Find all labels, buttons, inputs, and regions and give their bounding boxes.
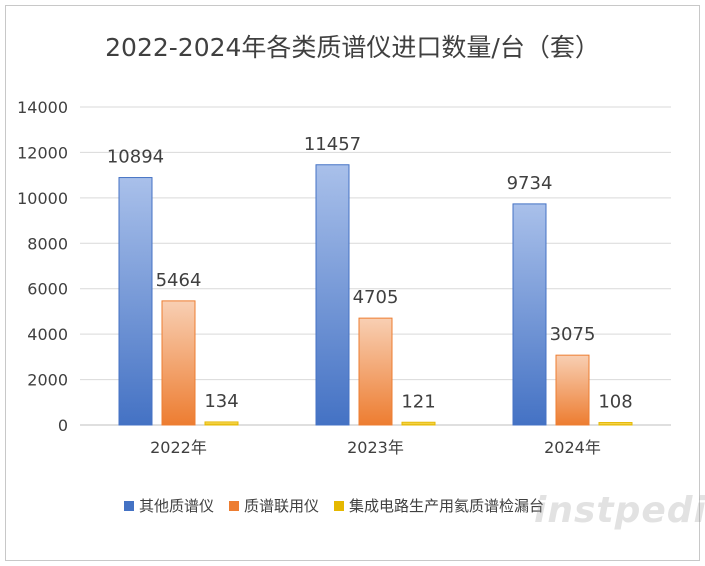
bar	[315, 164, 350, 426]
y-tick-label: 14000	[17, 98, 68, 117]
y-tick-label: 10000	[17, 189, 68, 208]
bar	[512, 203, 547, 426]
bar	[204, 421, 239, 426]
data-label: 9734	[507, 173, 553, 194]
y-tick-label: 2000	[27, 371, 68, 390]
watermark-logo: instpedia	[534, 490, 705, 531]
data-label: 108	[598, 392, 632, 413]
chart-title: 2022-2024年各类质谱仪进口数量/台（套）	[105, 33, 600, 62]
x-tick-label: 2022年	[150, 438, 207, 457]
y-tick-label: 8000	[27, 234, 68, 253]
data-label: 10894	[107, 147, 164, 168]
legend-swatch	[124, 501, 134, 511]
bar	[555, 354, 590, 426]
data-label: 134	[204, 391, 238, 412]
y-tick-label: 6000	[27, 280, 68, 299]
bar	[118, 177, 153, 426]
data-label: 3075	[550, 324, 596, 345]
legend-label: 质谱联用仪	[244, 497, 319, 515]
y-tick-label: 4000	[27, 325, 68, 344]
y-tick-label: 0	[58, 416, 68, 435]
data-label: 4705	[353, 287, 399, 308]
bar	[598, 422, 633, 426]
legend-label: 集成电路生产用氦质谱检漏台	[349, 497, 544, 515]
data-label: 11457	[304, 134, 361, 155]
bar-chart: 0 2000 4000 6000 8000 10000 12000 14000 10894 546…	[17, 98, 671, 515]
x-tick-label: 2024年	[544, 438, 601, 457]
legend-swatch	[229, 501, 239, 511]
data-label: 121	[401, 391, 435, 412]
legend-swatch	[334, 501, 344, 511]
data-label: 5464	[156, 270, 202, 291]
bar	[401, 421, 436, 426]
legend-label: 其他质谱仪	[139, 497, 214, 515]
x-tick-label: 2023年	[347, 438, 404, 457]
y-tick-label: 12000	[17, 143, 68, 162]
bar	[161, 300, 196, 426]
chart-frame: 2022-2024年各类质谱仪进口数量/台（套） 0 2000 4000 6000 80…	[5, 5, 705, 561]
bar	[358, 317, 393, 426]
